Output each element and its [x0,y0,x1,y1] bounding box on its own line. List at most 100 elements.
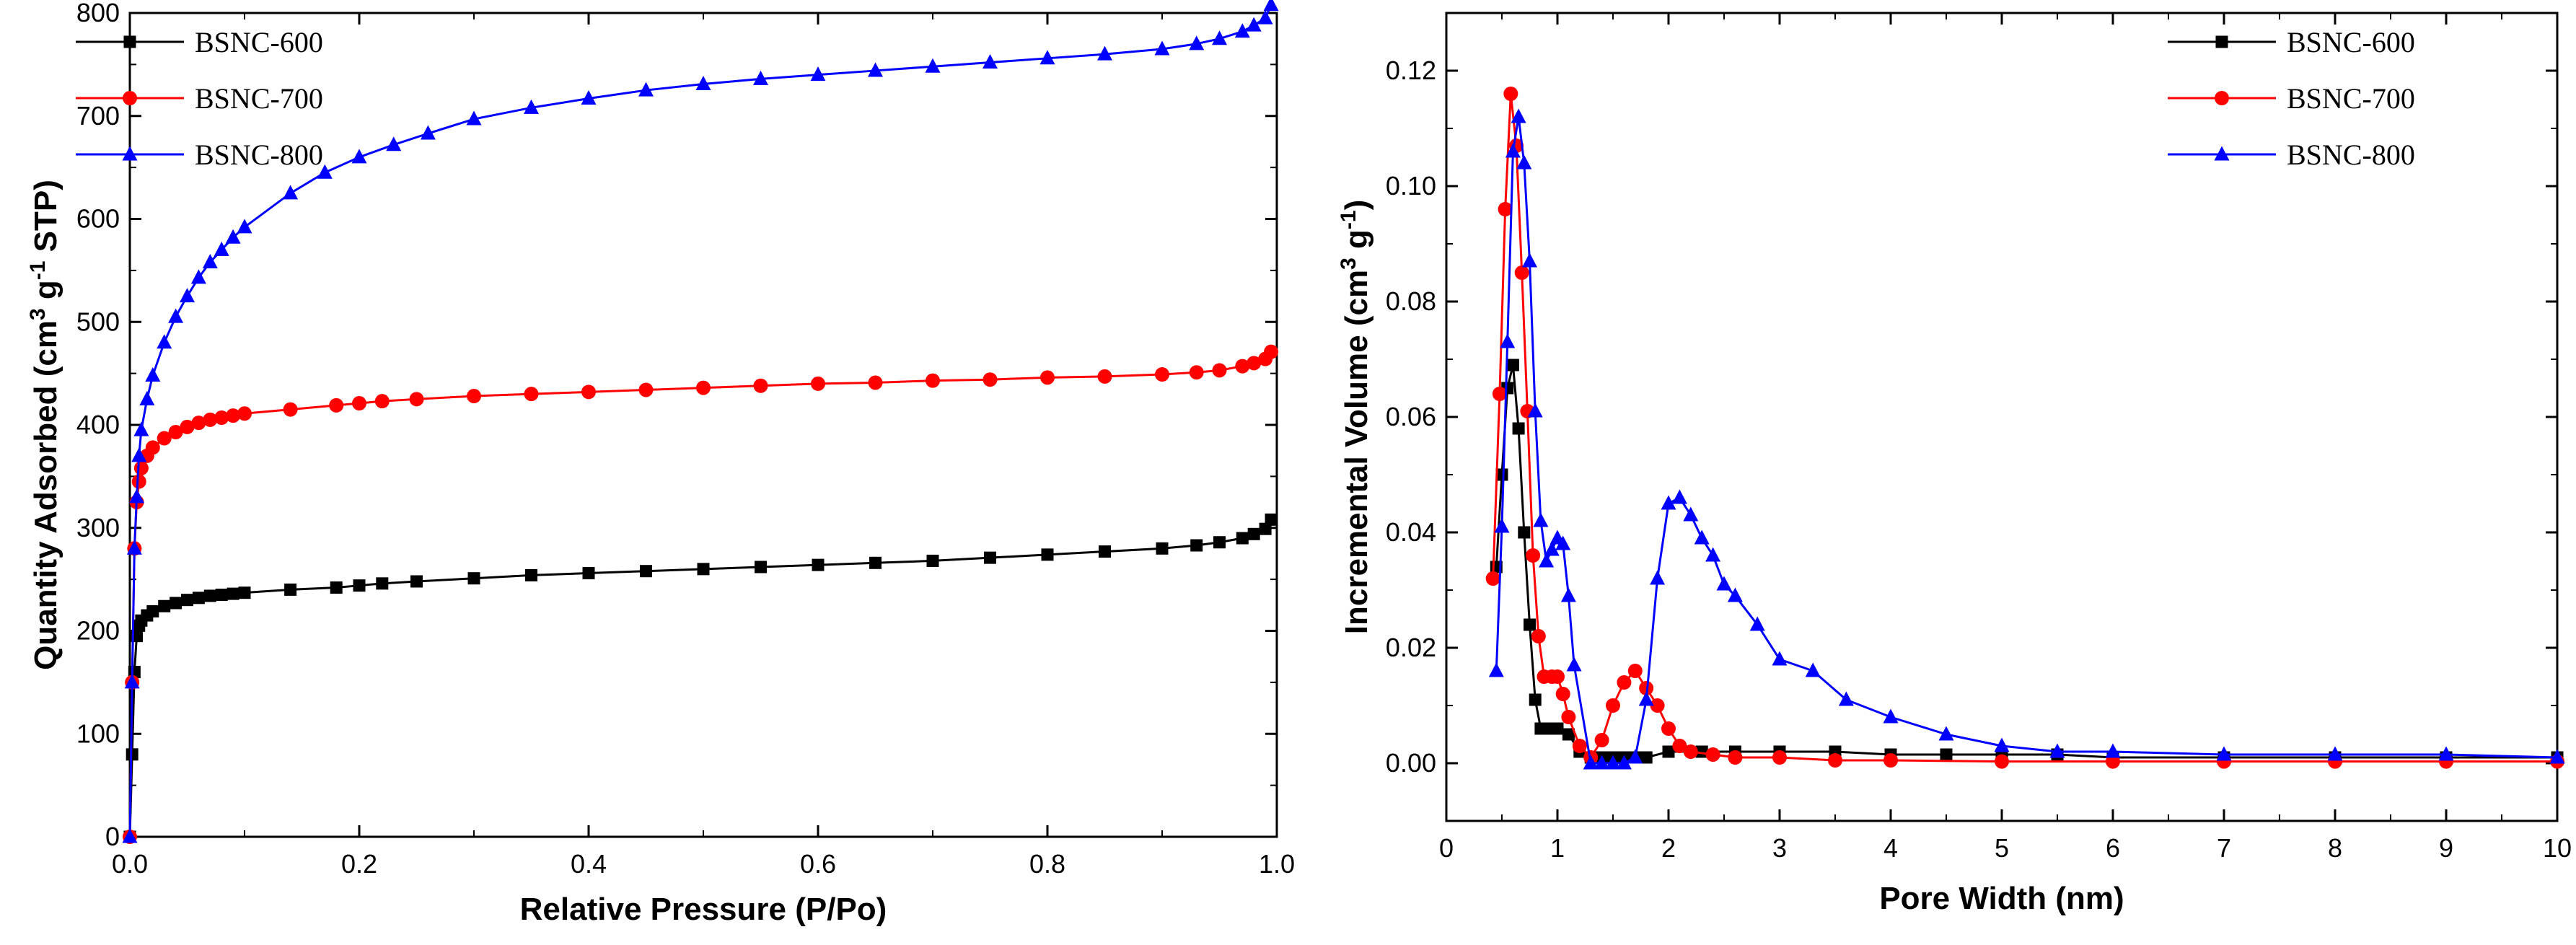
data-point [524,387,539,402]
legend-marker [123,91,137,105]
data-point [203,589,216,602]
data-point [1246,17,1262,32]
series-line [128,351,1272,838]
data-point [868,62,883,77]
data-point [755,561,767,573]
data-point [238,586,251,599]
data-point [1560,587,1576,602]
data-point [1539,553,1555,568]
data-point [1838,691,1854,706]
data-point [1938,726,1954,741]
data-point [466,110,482,126]
data-point [145,440,160,455]
data-point [1555,687,1570,701]
series-BSNC-800 [122,0,1279,843]
data-point [1650,698,1665,713]
data-point [1512,422,1525,435]
data-point [1566,656,1582,672]
y-tick-label: 200 [76,616,120,646]
data-point [810,66,826,82]
data-point [1540,722,1553,735]
data-point [122,828,138,843]
data-point [638,382,654,397]
y-tick-label: 400 [76,410,120,439]
data-point [237,219,252,234]
y-axis-title-part: STP) [28,180,63,260]
data-point [1099,545,1111,558]
data-point [330,581,343,594]
data-point [225,229,241,244]
data-point [1212,363,1227,378]
data-point [351,149,367,164]
x-tick-label: 0.4 [571,849,607,879]
data-point [1883,753,1898,768]
data-point [1705,747,1720,762]
data-point [1594,733,1609,747]
legend-label: BSNC-700 [2287,82,2415,115]
x-tick-label: 8 [2328,833,2342,863]
data-point [640,565,652,578]
y-axis-title-part: Incremental Volume (cm [1339,270,1374,634]
data-point [409,392,424,407]
data-point [1671,489,1687,504]
data-point [1257,9,1273,25]
y-axis-title-part: g [28,280,63,308]
data-point [1551,722,1564,735]
data-point [1190,539,1203,552]
data-point [1650,570,1666,585]
data-point [1485,571,1500,586]
data-point [868,375,883,390]
legend-label: BSNC-800 [195,139,323,171]
y-tick-label: 0 [105,822,120,851]
data-point [1562,728,1575,741]
chart-pore-size-distribution: 0 1 2 3 4 5 6 7 8 9 10 0.00 0.02 0.04 0.06 0.08 0.10 0.12… [1337,12,2572,916]
x-tick-label: 3 [1772,833,1787,863]
data-point [1516,154,1532,170]
data-point [131,447,147,462]
data-point [1627,749,1643,764]
data-point [1883,708,1899,724]
data-point [131,474,146,489]
data-point [467,572,480,585]
legend: BSNC-600 BSNC-700 BSNC-800 [2168,26,2415,171]
data-point [352,396,366,411]
y-axis-title-part: Quantity Adsorbed (cm [28,320,63,670]
data-point [1498,202,1513,216]
data-point [524,99,539,114]
data-point [869,556,882,569]
data-point [180,288,195,303]
data-point [1506,359,1519,372]
data-point [1524,618,1536,631]
data-point [2105,743,2121,758]
data-point [1661,495,1676,510]
data-point [812,558,825,571]
y-tick-label: 500 [76,307,120,336]
data-point [1672,739,1687,753]
legend-marker [123,35,136,48]
data-point [467,389,481,404]
data-point [1263,0,1279,12]
data-point [126,540,142,555]
data-point [158,599,171,612]
x-tick-label: 1.0 [1259,849,1295,879]
data-point [1235,359,1250,374]
data-point [1638,691,1654,706]
y-tick-label: 0.06 [1386,402,1436,431]
y-axis-title-part: ) [1339,200,1374,211]
data-point [1995,754,2009,769]
data-point [1234,23,1250,38]
data-point [1555,535,1571,550]
x-axis-title: Pore Width (nm) [1879,881,2124,916]
series-BSNC-700 [1485,87,2564,769]
series-BSNC-800 [1488,108,2565,770]
x-tick-label: 2 [1661,833,1676,863]
x-tick-label: 4 [1883,833,1898,863]
data-point [1189,365,1204,380]
data-point [1155,367,1169,382]
y-tick-label: 0.10 [1386,171,1436,201]
data-point [1514,265,1529,280]
series-line [1492,93,2557,763]
data-point [1495,468,1508,481]
legend-marker [2215,91,2229,105]
y-axis-title-part: g [1339,229,1374,258]
